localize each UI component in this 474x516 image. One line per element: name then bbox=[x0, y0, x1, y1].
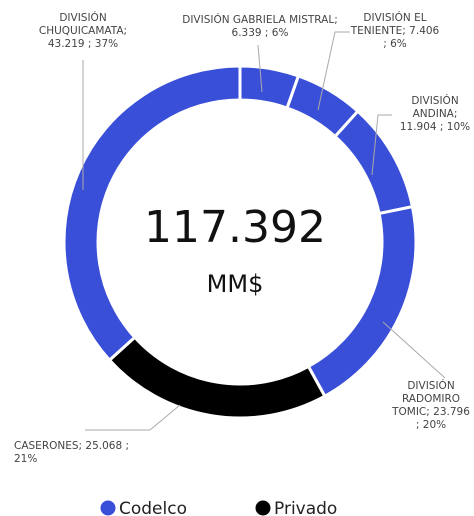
segment-name: DIVISIÓN ANDINA; bbox=[411, 95, 459, 120]
segment-name: DIVISIÓN RADOMIRO TOMIC; bbox=[392, 380, 461, 418]
segment-value: 7.406 ; 6% bbox=[383, 25, 440, 50]
segment-label: CASERONES; 25.068 ; 21% bbox=[14, 440, 134, 466]
segment-label: DIVISIÓN EL TENIENTE; 7.406 ; 6% bbox=[350, 12, 440, 51]
segment-label: DIVISIÓN GABRIELA MISTRAL; 6.339 ; 6% bbox=[175, 14, 345, 40]
segment-value: 6.339 ; 6% bbox=[231, 27, 289, 39]
legend-label: Privado bbox=[274, 499, 337, 516]
leader-line bbox=[317, 31, 350, 111]
center-unit: MM$ bbox=[207, 270, 264, 298]
segment-value: 25.068 ; 21% bbox=[14, 440, 130, 465]
leader-line bbox=[371, 114, 392, 176]
leader-line bbox=[257, 44, 263, 93]
segment-value: 11.904 ; 10% bbox=[399, 121, 471, 133]
segment-value: 23.796 ; 20% bbox=[415, 406, 470, 431]
segment-label: DIVISIÓN RADOMIRO TOMIC; 23.796 ; 20% bbox=[390, 380, 472, 432]
donut-segment bbox=[62, 64, 242, 363]
segment-name: DIVISIÓN EL TENIENTE; bbox=[350, 12, 427, 37]
segment-name: DIVISIÓN GABRIELA MISTRAL; bbox=[182, 14, 338, 26]
center-total: 117.392 bbox=[144, 202, 326, 253]
donut-segment bbox=[107, 335, 327, 420]
segment-label: DIVISIÓN CHUQUICAMATA; 43.219 ; 37% bbox=[22, 12, 144, 51]
legend-swatch bbox=[255, 500, 271, 516]
legend-swatch bbox=[100, 500, 116, 516]
leader-line bbox=[85, 404, 181, 431]
segment-value: 43.219 ; 37% bbox=[47, 38, 119, 50]
segment-name: CASERONES; bbox=[14, 440, 83, 452]
leader-line bbox=[382, 321, 446, 379]
segment-label: DIVISIÓN ANDINA; 11.904 ; 10% bbox=[395, 95, 474, 134]
legend-label: Codelco bbox=[119, 499, 187, 516]
segment-name: DIVISIÓN CHUQUICAMATA; bbox=[38, 12, 128, 37]
